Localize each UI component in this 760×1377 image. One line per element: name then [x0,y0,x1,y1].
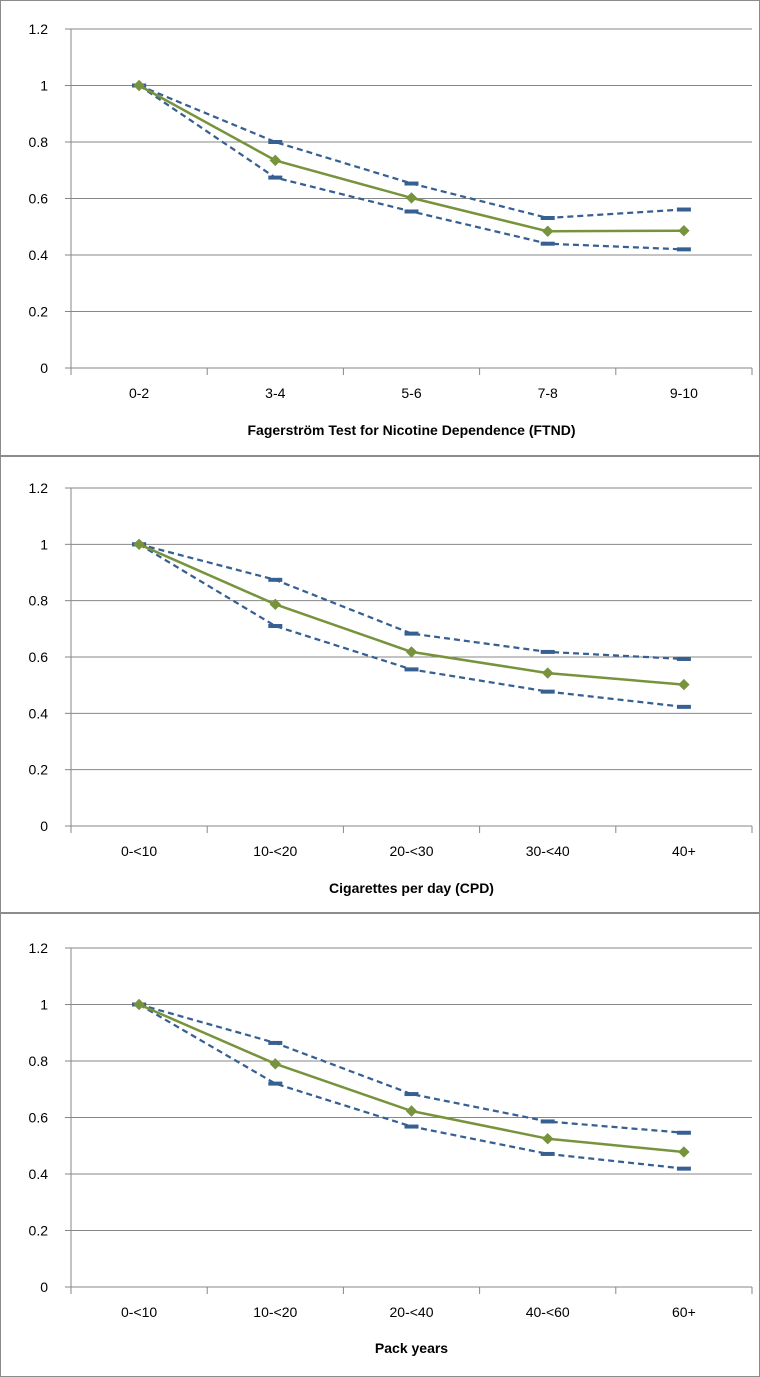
series-line-upper [138,1003,684,1134]
data-point-upper [676,207,691,212]
data-point-upper [676,656,691,661]
data-point-estimate [678,224,690,237]
y-tick-label: 0.8 [29,134,49,150]
data-point-estimate [133,79,145,92]
x-tick-label: 10-<20 [253,843,297,859]
data-point-upper [540,1119,555,1124]
data-point-lower [404,209,419,214]
data-point-estimate [405,1105,418,1117]
data-point-upper [676,1130,691,1135]
chart-panel-1: 0 0.2 0.4 0.6 0.8 1 1.2 0-2 3-4 5-6 7-8 9-10 Fagerst… [0,0,760,456]
y-tick-label: 1 [40,536,48,552]
x-axis-title: Fagerström Test for Nicotine Dependence … [247,422,575,438]
data-point-lower [540,241,555,246]
y-tick-label: 1 [40,78,48,94]
y-tick-label: 1.2 [29,940,49,956]
data-point-lower [676,704,691,709]
data-point-estimate [678,1146,690,1158]
data-point-estimate [269,1058,282,1070]
series-line-upper [138,543,684,661]
panel-border [0,913,760,1377]
x-tick-label: 0-<10 [121,843,157,859]
x-tick-label: 5-6 [401,385,421,401]
y-tick-label: 0 [40,1279,48,1295]
data-point-upper [540,649,555,654]
data-point-estimate [133,998,145,1011]
data-point-lower [268,175,283,180]
data-point-estimate [541,667,554,679]
y-tick-label: 0.2 [29,304,49,320]
y-tick-label: 1 [40,997,48,1013]
y-tick-label: 1.2 [29,21,49,37]
series-estimate [133,538,690,691]
series-estimate [133,79,690,237]
x-tick-label: 0-<10 [121,1304,157,1320]
x-axis-title: Pack years [375,1340,448,1356]
data-point-upper [404,631,419,636]
data-point-estimate [541,225,554,237]
panel-border [0,0,760,456]
data-point-estimate [678,678,690,691]
series-estimate [133,998,690,1158]
x-tick-label: 10-<20 [253,1304,297,1320]
y-tick-label: 0.4 [29,1166,49,1182]
y-tick-label: 0.2 [29,762,49,778]
y-tick-label: 0.8 [29,593,49,609]
data-point-upper [404,1092,419,1097]
data-point-upper [268,1040,283,1045]
data-point-estimate [269,154,282,167]
x-tick-label: 40+ [672,843,696,859]
y-tick-label: 0.8 [29,1053,49,1069]
y-tick-label: 1.2 [29,480,49,496]
data-point-estimate [405,192,418,204]
x-tick-label: 0-2 [129,385,149,401]
chart-panel-3: 0 0.2 0.4 0.6 0.8 1 1.2 0-<10 10-<20 20-<40 40-<60… [0,913,760,1377]
panel-border [0,456,760,913]
data-point-upper [268,577,283,582]
x-tick-label: 9-10 [670,385,698,401]
data-point-lower [676,1166,691,1171]
x-tick-label: 60+ [672,1304,696,1320]
y-tick-label: 0 [40,818,48,834]
x-tick-label: 20-<30 [390,843,434,859]
data-point-estimate [405,646,418,658]
y-tick-label: 0 [40,360,48,376]
x-tick-label: 3-4 [265,385,285,401]
series-line-upper [138,84,684,220]
data-point-estimate [133,538,145,551]
chart-panel-2: 0 0.2 0.4 0.6 0.8 1 1.2 0-<10 10-<20 20-<30 30-<40… [0,456,760,913]
data-point-upper [540,215,555,220]
data-point-lower [404,1124,419,1129]
y-tick-label: 0.4 [29,705,49,721]
x-tick-label: 20-<40 [390,1304,434,1320]
data-point-lower [268,1081,283,1086]
y-tick-label: 0.6 [29,649,49,665]
data-point-lower [268,624,283,629]
y-tick-label: 0.2 [29,1223,49,1239]
x-tick-label: 7-8 [538,385,558,401]
x-axis-title: Cigarettes per day (CPD) [329,880,494,896]
y-tick-label: 0.6 [29,1110,49,1126]
data-point-lower [540,689,555,694]
y-tick-label: 0.4 [29,247,49,263]
data-point-lower [404,667,419,672]
data-point-upper [268,140,283,144]
data-point-lower [676,247,691,252]
data-point-estimate [541,1132,554,1145]
x-tick-label: 40-<60 [526,1304,570,1320]
y-tick-label: 0.6 [29,191,49,207]
x-tick-label: 30-<40 [526,843,570,859]
data-point-lower [540,1151,555,1156]
data-point-upper [404,181,419,186]
data-point-estimate [269,598,282,611]
